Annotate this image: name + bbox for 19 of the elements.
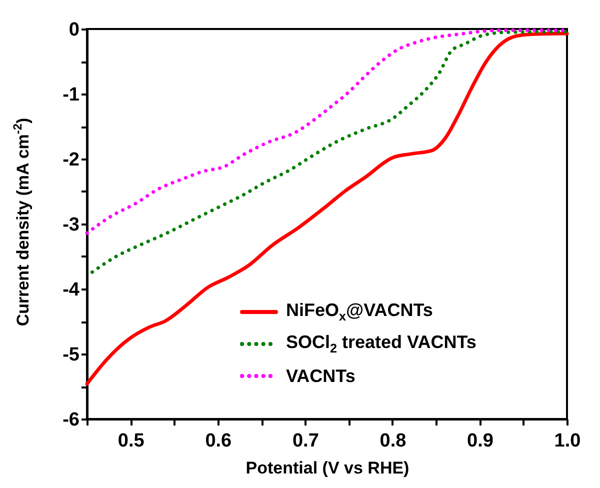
- y-tick-label: -3: [62, 214, 80, 236]
- y-tick-label: -5: [62, 344, 80, 366]
- line-series: [90, 30, 569, 274]
- line-series: [85, 32, 569, 386]
- legend-label: SOCl$_{2}$ treated VACNTs: [286, 332, 476, 356]
- y-tick-label: -2: [62, 150, 80, 170]
- x-tick-label: 0.7: [292, 430, 319, 452]
- y-tick-label: -4: [62, 280, 80, 300]
- legend-label: NiFeO$_{x}$@VACNTs: [286, 300, 433, 324]
- x-tick-label: 0.6: [205, 430, 232, 452]
- x-tick-label: 0.5: [118, 430, 145, 452]
- y-tick-label: -1: [62, 84, 80, 106]
- x-tick-label: 1.0: [554, 430, 581, 452]
- x-tick-label: 0.9: [467, 430, 494, 452]
- y-tick-label: 0: [68, 20, 80, 40]
- y-tick-label: -6: [62, 410, 80, 430]
- x-axis-title: Potential (V vs RHE): [246, 458, 410, 478]
- x-tick-label: 0.8: [380, 430, 406, 452]
- legend-label: VACNTs: [286, 366, 356, 386]
